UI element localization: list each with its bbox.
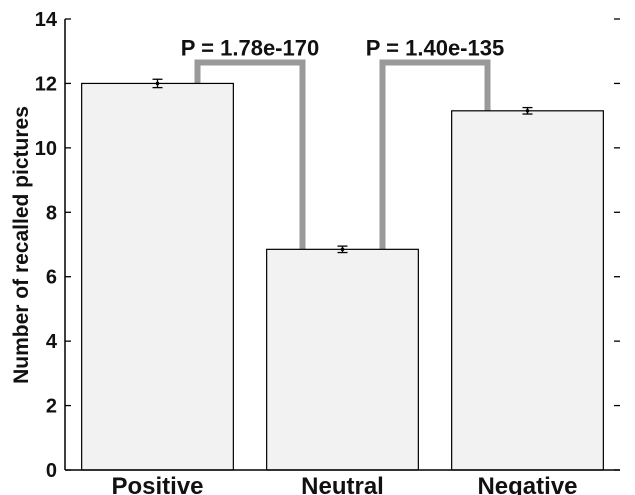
p-value-label: P = 1.78e-170 [181, 35, 319, 60]
mean-marker [340, 247, 345, 252]
x-tick-label: Neutral [301, 473, 384, 495]
bar-neutral [266, 248, 419, 471]
y-tick-label: 2 [46, 396, 57, 418]
y-tick-label: 8 [46, 202, 57, 224]
bar-negative [451, 110, 604, 471]
x-tick-label: Negative [477, 473, 577, 495]
p-value-labels: P = 1.78e-170 P = 1.40e-135 [181, 35, 504, 60]
significance-bracket [379, 59, 491, 250]
significance-bracket [194, 59, 306, 250]
bars [81, 82, 604, 471]
y-tick-label: 10 [35, 138, 57, 160]
error-bar [522, 106, 533, 115]
mean-marker [155, 81, 160, 86]
y-tick-label: 14 [35, 9, 58, 31]
p-value-label: P = 1.40e-135 [366, 35, 504, 60]
error-bars [152, 78, 533, 254]
mean-marker [525, 109, 530, 113]
y-tick-label: 6 [46, 267, 57, 289]
error-bar [337, 245, 348, 254]
bar-positive [81, 82, 234, 471]
significance-brackets [194, 59, 491, 250]
y-tick-label: 0 [46, 460, 57, 482]
y-tick-label: 4 [46, 331, 58, 353]
x-tick-labels: Positive Neutral Negative [111, 473, 577, 495]
axes [64, 19, 620, 471]
error-bar [152, 78, 163, 89]
x-tick-label: Positive [111, 473, 203, 495]
y-ticks: 0 2 4 6 8 10 12 14 [35, 9, 620, 482]
y-axis-label: Number of recalled pictures [10, 106, 33, 384]
y-tick-label: 12 [35, 73, 57, 95]
